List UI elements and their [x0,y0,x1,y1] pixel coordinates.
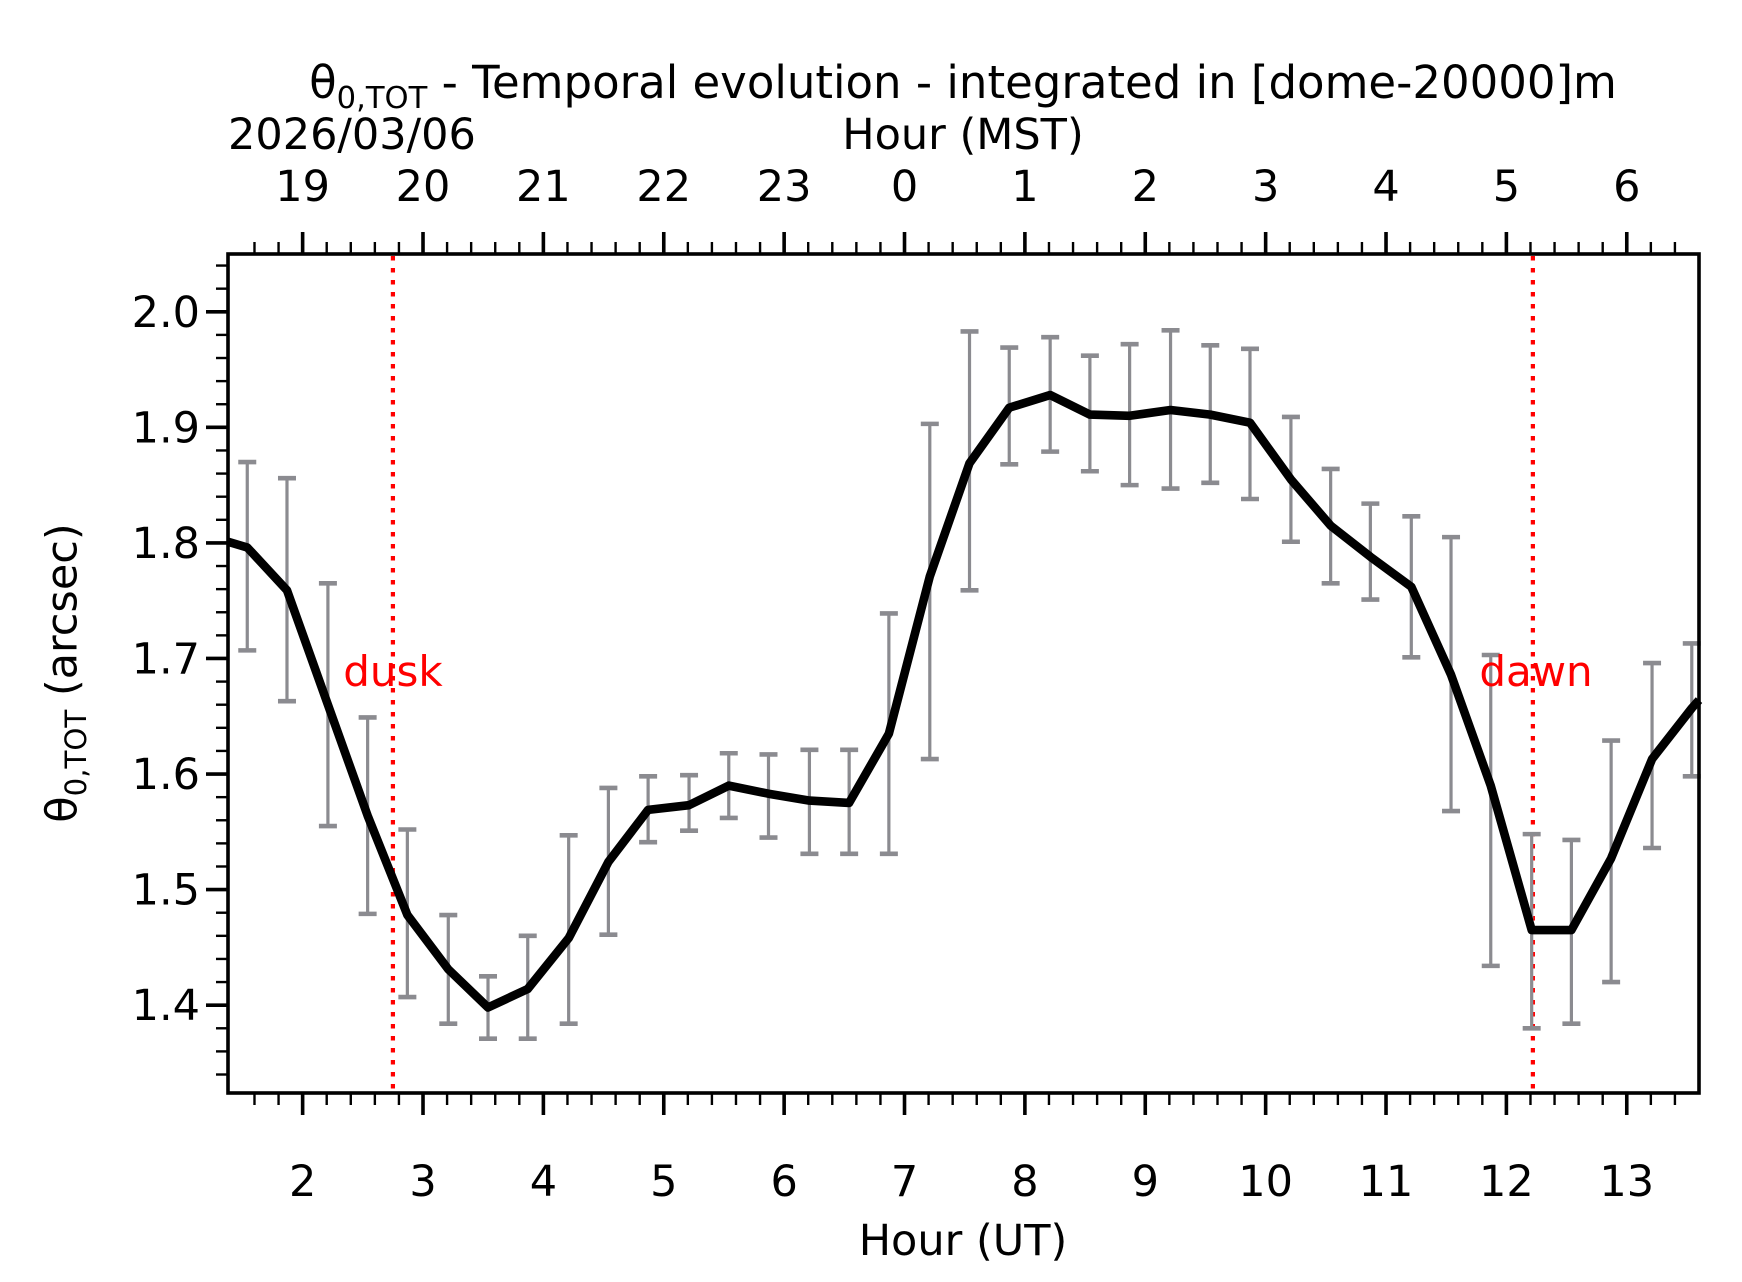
seeing-curve [226,390,1703,1012]
x-tick-label-ut: 12 [1479,1157,1534,1207]
x-tick-label-mst: 19 [275,162,330,212]
y-axis-label-theta: θ [37,796,88,823]
chart-title-theta: θ [309,56,337,109]
y-tick-label: 2.0 [132,288,200,338]
y-axis-label-rest: (arcsec) [37,523,88,710]
dawn-annotation-label: dawn [1479,646,1593,696]
y-tick-label: 1.4 [132,981,200,1031]
x-tick-label-mst: 0 [891,162,918,212]
top-axis-label: Hour (MST) [842,110,1084,160]
x-tick-label-ut: 13 [1599,1157,1654,1207]
x-tick-label-mst: 4 [1372,162,1399,212]
y-tick-label: 1.7 [132,634,200,684]
x-tick-label-mst: 20 [396,162,451,212]
y-tick-label: 1.9 [132,403,200,453]
x-tick-label-ut: 10 [1238,1157,1293,1207]
y-axis-label-subscript: 0,TOT [59,709,94,797]
x-tick-label-ut: 7 [891,1157,918,1207]
y-axis-label: θ0,TOT (arcsec) [37,523,94,823]
dusk-annotation-label: dusk [343,646,443,696]
x-tick-label-mst: 6 [1613,162,1640,212]
x-tick-label-mst: 5 [1493,162,1520,212]
x-tick-label-ut: 9 [1132,1157,1159,1207]
x-tick-label-ut: 2 [289,1157,316,1207]
x-tick-label-mst: 23 [757,162,812,212]
x-tick-label-mst: 21 [516,162,571,212]
x-tick-label-ut: 4 [530,1157,557,1207]
x-tick-label-ut: 5 [650,1157,677,1207]
x-tick-label-mst: 22 [636,162,691,212]
x-tick-label-mst: 1 [1011,162,1038,212]
bottom-axis-label: Hour (UT) [858,1216,1068,1266]
x-tick-label-ut: 3 [409,1157,436,1207]
axes-spines [226,252,1701,1095]
x-tick-label-mst: 3 [1252,162,1279,212]
chart-title-subscript: 0,TOT [336,81,428,116]
date-label: 2026/03/06 [228,110,476,160]
y-tick-label: 1.6 [132,750,200,800]
x-tick-label-ut: 8 [1011,1157,1038,1207]
x-tick-label-ut: 6 [770,1157,797,1207]
x-tick-label-ut: 11 [1359,1157,1414,1207]
y-tick-label: 1.8 [132,519,200,569]
x-tick-label-mst: 2 [1132,162,1159,212]
chart-title: θ0,TOT - Temporal evolution - integrated… [309,58,1617,116]
chart-title-rest: - Temporal evolution - integrated in [do… [427,56,1617,109]
y-tick-label: 1.5 [132,866,200,916]
